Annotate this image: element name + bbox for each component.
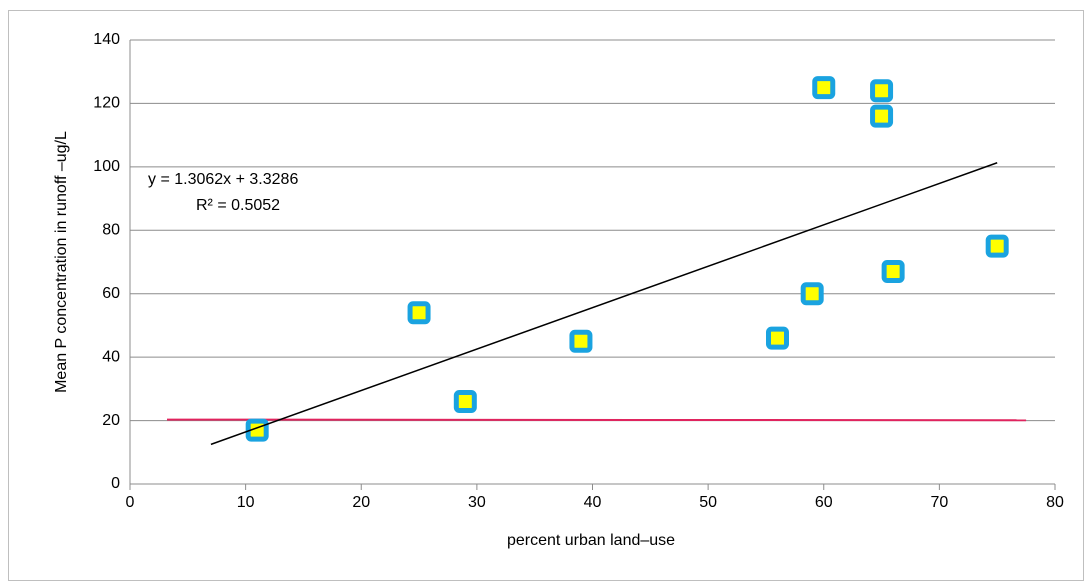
- x-tick-label: 30: [468, 494, 486, 511]
- x-tick-label: 60: [815, 494, 833, 511]
- trendline-equation: y = 1.3062x + 3.3286: [148, 171, 298, 188]
- trendline-r2: R² = 0.5052: [196, 197, 280, 214]
- point: [407, 301, 431, 325]
- point: [985, 234, 1009, 258]
- x-tick-label: 80: [1046, 494, 1064, 511]
- y-tick-label: 40: [102, 348, 120, 365]
- point: [569, 329, 593, 353]
- y-tick-label: 80: [102, 222, 120, 239]
- x-axis-label: percent urban land–use: [507, 532, 675, 549]
- y-tick-label: 100: [93, 158, 120, 175]
- y-tick-label: 20: [102, 412, 120, 429]
- point: [881, 260, 905, 284]
- y-tick-label: 120: [93, 95, 120, 112]
- y-axis-label: Mean P concentration in runoff –ug/L: [53, 131, 70, 393]
- point: [453, 390, 477, 414]
- x-tick-label: 0: [126, 494, 135, 511]
- point: [812, 76, 836, 100]
- x-tick-label: 70: [930, 494, 948, 511]
- point: [870, 104, 894, 128]
- point: [870, 79, 894, 103]
- x-tick-label: 40: [584, 494, 602, 511]
- point: [766, 326, 789, 350]
- point: [800, 282, 824, 306]
- x-tick-label: 10: [237, 494, 255, 511]
- trendline: [210, 162, 998, 446]
- x-tick-label: 50: [699, 494, 717, 511]
- y-tick-label: 140: [93, 31, 120, 48]
- x-tick-label: 20: [352, 494, 370, 511]
- chart-frame: [8, 10, 1084, 581]
- y-tick-label: 60: [102, 285, 120, 302]
- y-tick-label: 0: [111, 475, 120, 492]
- reference-line: [166, 418, 1027, 422]
